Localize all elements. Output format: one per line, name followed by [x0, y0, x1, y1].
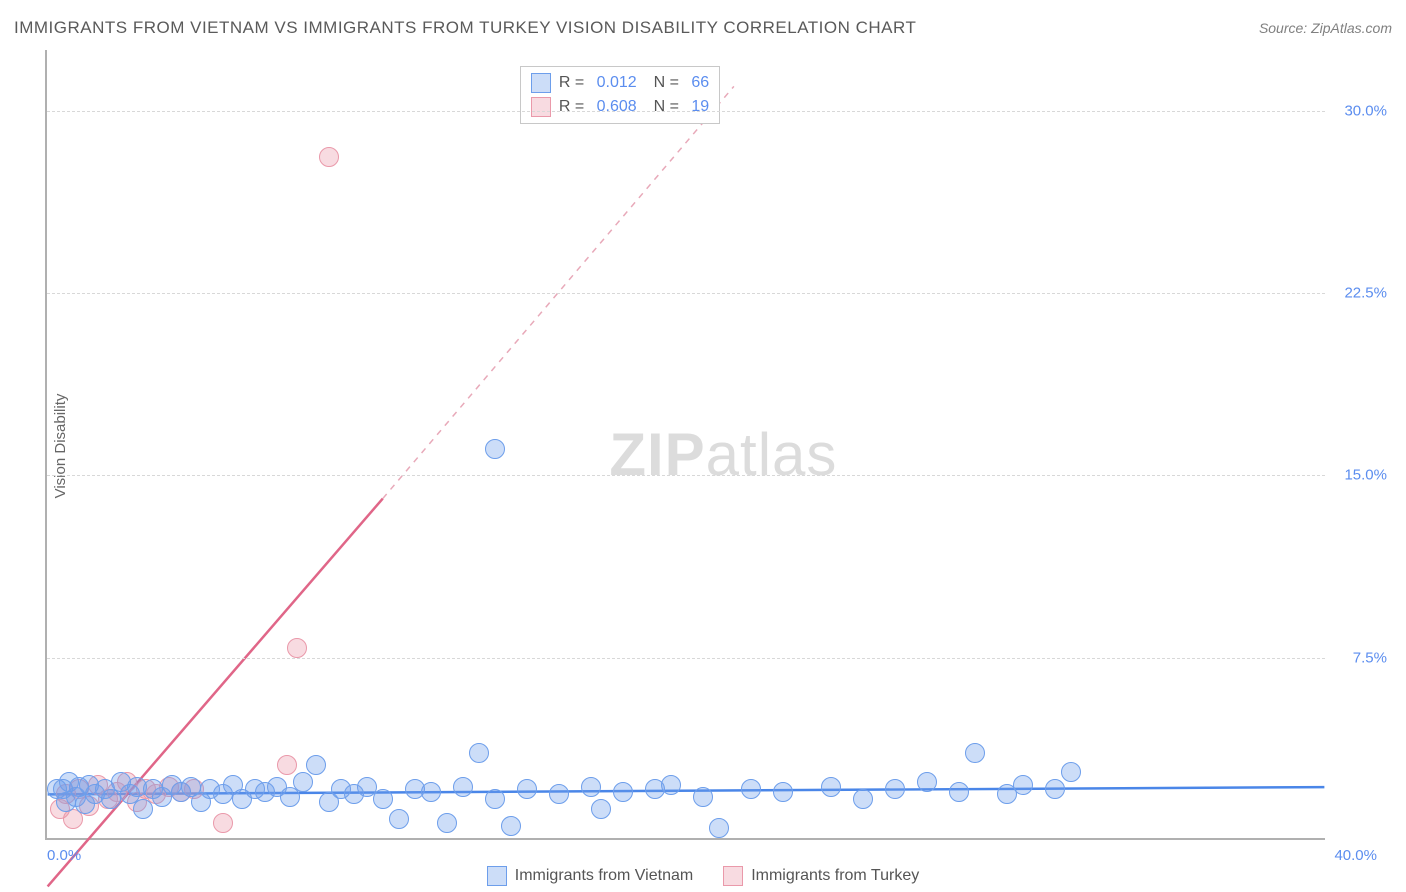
data-point	[1061, 762, 1081, 782]
data-point	[501, 816, 521, 836]
data-point	[469, 743, 489, 763]
chart-title: IMMIGRANTS FROM VIETNAM VS IMMIGRANTS FR…	[14, 18, 916, 38]
data-point	[661, 775, 681, 795]
legend-item-vietnam: Immigrants from Vietnam	[487, 866, 693, 886]
y-tick: 15.0%	[1344, 467, 1387, 484]
data-point	[549, 784, 569, 804]
legend-row-turkey: R = 0.608 N = 19	[531, 95, 709, 119]
gridline	[47, 293, 1325, 294]
series-legend: Immigrants from Vietnam Immigrants from T…	[0, 866, 1406, 886]
legend-label: Immigrants from Vietnam	[515, 867, 693, 885]
data-point	[949, 782, 969, 802]
watermark: ZIPatlas	[609, 420, 837, 489]
legend-r-label: R =	[559, 98, 589, 116]
data-point	[101, 789, 121, 809]
data-point	[1013, 775, 1033, 795]
scatter-plot: ZIPatlas R = 0.012 N = 66R = 0.608 N = 1…	[45, 50, 1325, 840]
legend-n-label: N =	[645, 98, 684, 116]
y-tick: 30.0%	[1344, 102, 1387, 119]
legend-n-value: 19	[691, 98, 709, 116]
data-point	[421, 782, 441, 802]
gridline	[47, 111, 1325, 112]
x-tick-min: 0.0%	[47, 847, 81, 864]
data-point	[517, 779, 537, 799]
data-point	[917, 772, 937, 792]
legend-n-label: N =	[645, 74, 684, 92]
legend-n-value: 66	[691, 74, 709, 92]
data-point	[1045, 779, 1065, 799]
legend-swatch	[531, 73, 551, 93]
legend-swatch	[723, 866, 743, 886]
legend-r-value: 0.608	[597, 98, 637, 116]
data-point	[485, 439, 505, 459]
data-point	[287, 638, 307, 658]
gridline	[47, 475, 1325, 476]
legend-row-vietnam: R = 0.012 N = 66	[531, 71, 709, 95]
data-point	[453, 777, 473, 797]
data-point	[885, 779, 905, 799]
source-label: Source: ZipAtlas.com	[1259, 20, 1392, 36]
data-point	[965, 743, 985, 763]
legend-r-value: 0.012	[597, 74, 637, 92]
legend-r-label: R =	[559, 74, 589, 92]
gridline	[47, 658, 1325, 659]
legend-swatch	[531, 97, 551, 117]
data-point	[373, 789, 393, 809]
legend-label: Immigrants from Turkey	[751, 867, 919, 885]
data-point	[709, 818, 729, 838]
y-tick: 22.5%	[1344, 285, 1387, 302]
data-point	[591, 799, 611, 819]
data-point	[389, 809, 409, 829]
data-point	[437, 813, 457, 833]
data-point	[293, 772, 313, 792]
y-tick: 7.5%	[1353, 649, 1387, 666]
data-point	[613, 782, 633, 802]
data-point	[773, 782, 793, 802]
data-point	[306, 755, 326, 775]
data-point	[821, 777, 841, 797]
legend-swatch	[487, 866, 507, 886]
data-point	[319, 147, 339, 167]
data-point	[133, 799, 153, 819]
x-tick-max: 40.0%	[1334, 847, 1377, 864]
data-point	[741, 779, 761, 799]
data-point	[581, 777, 601, 797]
data-point	[485, 789, 505, 809]
data-point	[277, 755, 297, 775]
data-point	[213, 813, 233, 833]
data-point	[693, 787, 713, 807]
data-point	[853, 789, 873, 809]
correlation-legend: R = 0.012 N = 66R = 0.608 N = 19	[520, 66, 720, 124]
legend-item-turkey: Immigrants from Turkey	[723, 866, 919, 886]
